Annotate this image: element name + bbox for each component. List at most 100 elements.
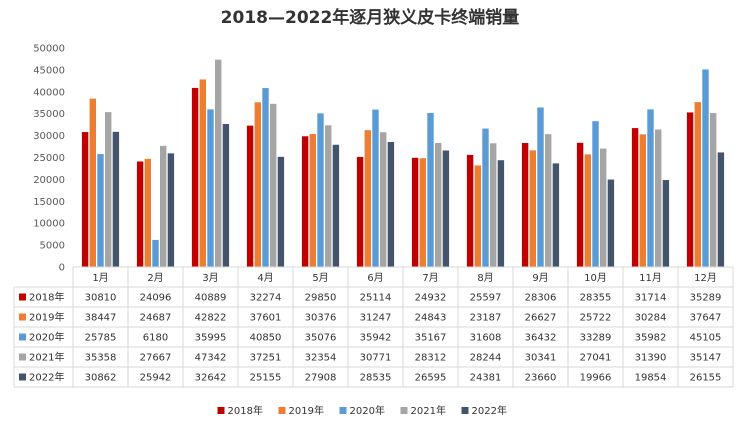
table-cell: 37647: [690, 313, 722, 324]
bar: [411, 157, 419, 267]
x-tick-label: 1月: [92, 272, 108, 284]
x-tick-label: 4月: [257, 272, 273, 284]
bar: [372, 109, 379, 267]
legend-swatch: [461, 407, 469, 414]
bar: [136, 161, 144, 267]
bar: [301, 136, 309, 267]
bar: [262, 88, 269, 267]
table-legend-key: [19, 373, 26, 381]
table-cell: 24687: [140, 313, 172, 324]
table-cell: 47342: [195, 353, 227, 364]
table-cell: 27041: [580, 353, 612, 364]
table-cell: 35942: [360, 333, 392, 344]
bar: [702, 69, 709, 267]
bar: [655, 129, 662, 267]
table-cell: 45105: [690, 333, 722, 344]
bar: [427, 112, 434, 267]
table-cell: 31714: [635, 293, 667, 304]
bar: [160, 145, 167, 267]
table-cell: 24096: [140, 293, 172, 304]
table-cell: 28312: [415, 353, 447, 364]
table-series-name: 2022年: [29, 371, 64, 384]
bar: [144, 158, 151, 267]
bar: [105, 112, 112, 267]
x-tick-label: 12月: [694, 272, 717, 284]
table-cell: 25155: [250, 373, 282, 384]
y-tick-label: 5000: [40, 241, 65, 252]
table-cell: 25785: [85, 333, 117, 344]
bar: [246, 125, 254, 267]
x-tick-label: 10月: [584, 272, 607, 284]
legend-label: 2021年: [411, 404, 446, 417]
bar: [607, 179, 615, 267]
bar: [207, 109, 214, 267]
bar: [167, 153, 175, 267]
bar: [152, 239, 159, 267]
legend-swatch: [217, 407, 225, 414]
bar: [639, 134, 646, 267]
y-tick-label: 10000: [33, 219, 65, 230]
table-cell: 30341: [525, 353, 557, 364]
y-tick-label: 35000: [33, 109, 65, 120]
legend-label: 2019年: [289, 404, 324, 417]
table-cell: 40889: [195, 293, 227, 304]
table-series-name: 2018年: [29, 291, 64, 304]
table-cell: 28355: [580, 293, 612, 304]
table-cell: 26627: [525, 313, 557, 324]
bar: [222, 124, 230, 267]
bar: [317, 113, 324, 268]
bar: [364, 130, 371, 267]
x-tick-label: 3月: [202, 272, 218, 284]
table-cell: 30771: [360, 353, 392, 364]
table-cell: 31608: [470, 333, 502, 344]
table-cell: 25722: [580, 313, 612, 324]
table-cell: 24932: [415, 293, 447, 304]
table-cell: 35358: [85, 353, 117, 364]
table-cell: 38447: [85, 313, 117, 324]
bar: [537, 107, 544, 268]
legend-swatch: [278, 407, 286, 414]
table-cell: 35167: [415, 333, 447, 344]
table-cell: 25597: [470, 293, 502, 304]
bar: [89, 98, 96, 267]
bar: [277, 156, 285, 267]
x-tick-label: 2月: [147, 272, 163, 284]
table-cell: 26155: [690, 373, 722, 384]
table-cell: 26595: [415, 373, 447, 384]
chart-title: 2018—2022年逐月狭义皮卡终端销量: [221, 7, 520, 28]
bar: [474, 165, 481, 267]
bar: [529, 150, 536, 267]
bar: [191, 87, 199, 267]
table-legend-key: [19, 333, 26, 341]
table-cell: 30376: [305, 313, 337, 324]
x-tick-label: 7月: [422, 272, 438, 284]
table-cell: 19854: [635, 373, 667, 384]
bar: [419, 158, 426, 267]
table-cell: 35289: [690, 293, 722, 304]
bars: [81, 59, 725, 268]
bar: [435, 142, 442, 267]
bar: [215, 59, 222, 267]
bar: [592, 121, 599, 267]
legend-label: 2020年: [350, 404, 385, 417]
bar: [631, 128, 639, 267]
table-cell: 27667: [140, 353, 172, 364]
table-cell: 32642: [195, 373, 227, 384]
bar: [387, 142, 395, 267]
y-tick-label: 25000: [33, 153, 65, 164]
table-series-name: 2019年: [29, 311, 64, 324]
table-cell: 30862: [85, 373, 117, 384]
table-cell: 42822: [195, 313, 227, 324]
bar: [710, 113, 717, 267]
bar: [552, 163, 560, 267]
table-cell: 6180: [143, 333, 168, 344]
bar: [717, 152, 725, 267]
y-tick-label: 40000: [33, 87, 65, 98]
y-tick-label: 30000: [33, 131, 65, 142]
table-cell: 27908: [305, 373, 337, 384]
table-cell: 35147: [690, 353, 722, 364]
table-cell: 24381: [470, 373, 502, 384]
bar: [81, 132, 89, 267]
legend-swatch: [400, 407, 408, 414]
